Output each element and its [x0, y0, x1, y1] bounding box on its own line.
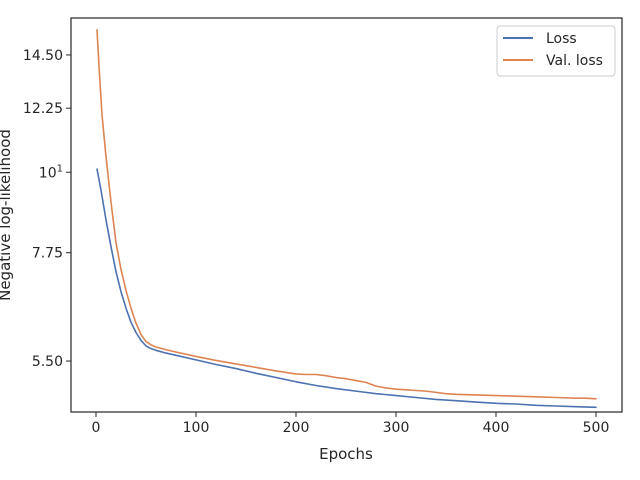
x-tick-label: 0	[92, 420, 101, 436]
legend: Loss Val. loss	[496, 25, 616, 77]
y-axis-ticks: 5.50 7.75 101 12.25 14.50	[23, 48, 71, 370]
x-tick-label: 200	[283, 420, 310, 436]
series-line-loss	[96, 168, 597, 409]
x-tick-label: 400	[483, 420, 510, 436]
x-axis-label: Epochs	[319, 445, 373, 463]
legend-label-val-loss: Val. loss	[546, 53, 603, 69]
y-axis-label: Negative log-likelihood	[0, 129, 14, 301]
y-tick-label: 14.50	[23, 48, 63, 64]
plot-frame	[70, 17, 623, 413]
series-lines	[96, 29, 597, 409]
x-tick-label: 500	[583, 420, 610, 436]
y-tick-label: 7.75	[32, 246, 63, 262]
y-tick-label: 5.50	[32, 354, 63, 370]
x-tick-label: 300	[383, 420, 410, 436]
x-axis-ticks: 0 100 200 300 400 500	[92, 412, 610, 436]
legend-label-loss: Loss	[546, 31, 577, 47]
x-tick-label: 100	[183, 420, 210, 436]
y-tick-label: 101	[39, 163, 63, 181]
y-tick-label: 12.25	[23, 101, 63, 117]
series-line-val-loss	[96, 29, 597, 400]
